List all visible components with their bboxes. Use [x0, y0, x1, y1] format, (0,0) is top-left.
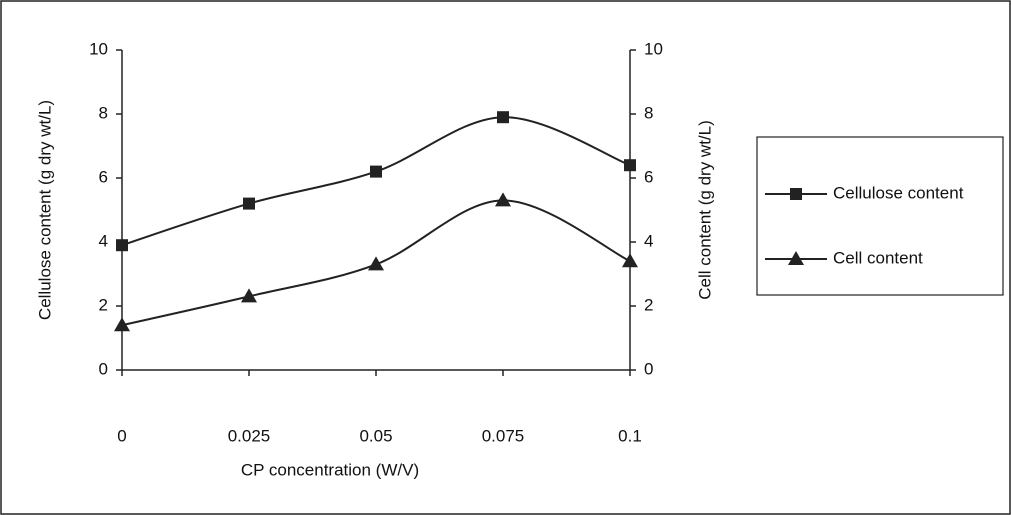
x-axis-label: CP concentration (W/V) — [241, 460, 419, 479]
marker — [495, 192, 511, 207]
y2-axis-label: Cell content (g dry wt/L) — [695, 120, 714, 300]
x-tick-label: 0.025 — [228, 426, 271, 445]
marker — [116, 239, 128, 252]
marker — [370, 165, 382, 178]
x-tick-label: 0 — [117, 426, 126, 445]
legend-marker — [790, 188, 802, 200]
legend-label: Cell content — [833, 248, 923, 267]
legend-box — [756, 136, 1004, 296]
y-tick-label: 10 — [89, 39, 108, 58]
marker — [497, 111, 509, 124]
x-tick-label: 0.1 — [618, 426, 642, 445]
marker — [241, 288, 257, 303]
y2-tick-label: 0 — [644, 359, 653, 378]
marker — [622, 253, 638, 268]
marker — [624, 159, 636, 172]
x-tick-label: 0.075 — [482, 426, 525, 445]
y2-tick-label: 6 — [644, 167, 653, 186]
y-tick-label: 0 — [99, 359, 108, 378]
marker — [368, 256, 384, 271]
marker — [243, 197, 255, 210]
y-tick-label: 6 — [99, 167, 108, 186]
marker — [114, 317, 130, 332]
y2-tick-label: 2 — [644, 295, 653, 314]
y-tick-label: 8 — [99, 103, 108, 122]
series-line — [121, 116, 631, 247]
legend-label: Cellulose content — [833, 183, 964, 202]
y2-tick-label: 10 — [644, 39, 663, 58]
y2-tick-label: 4 — [644, 231, 653, 250]
y-tick-label: 2 — [99, 295, 108, 314]
legend-marker — [788, 251, 804, 265]
x-tick-label: 0.05 — [359, 426, 392, 445]
y2-tick-label: 8 — [644, 103, 653, 122]
y-axis-label: Cellulose content (g dry wt/L) — [35, 100, 54, 320]
y-tick-label: 4 — [99, 231, 108, 250]
